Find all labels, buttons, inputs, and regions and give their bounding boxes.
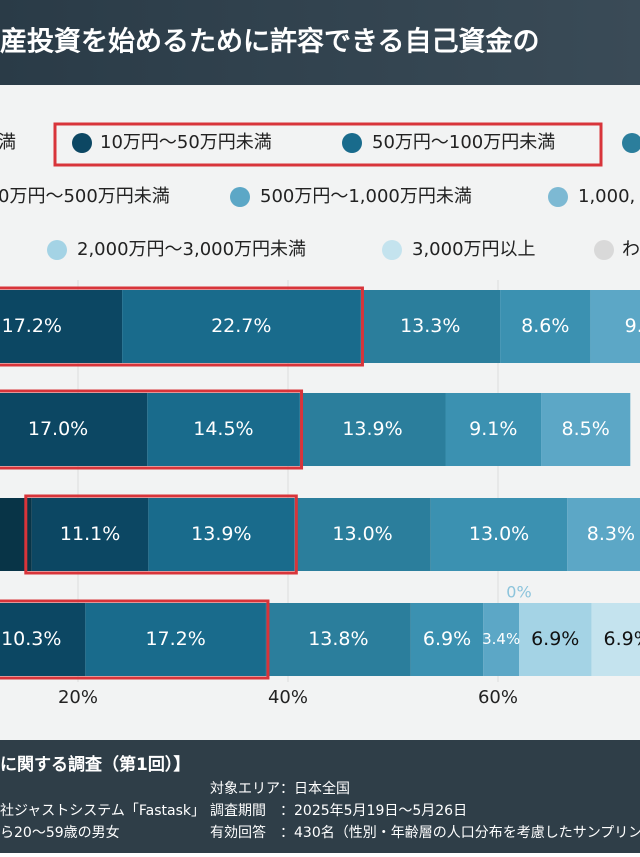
legend-label: 未満 [0,132,16,153]
bar-segment [410,603,484,676]
bar-segment [590,290,640,363]
legend-marker [47,240,67,260]
data-label: 6.9% [604,628,640,650]
data-label: 14.5% [193,418,253,440]
bar-segment [299,393,446,466]
bar-segment [0,290,123,363]
footer-note: に関する調査（第1回）】 [0,754,190,775]
x-tick-label: 60% [478,687,518,708]
legend-marker [342,133,362,153]
legend-label: 10万円～50万円未満 [100,132,272,153]
bar-segment [567,498,640,571]
data-label: 22.7% [211,315,271,337]
data-label: 8.6% [521,315,569,337]
x-tick-label: 40% [268,687,308,708]
legend-marker [548,187,568,207]
legend-label: 1,000, [578,186,635,207]
legend-label: わ [622,239,640,260]
data-label: 3.4% [482,630,520,648]
title-bar [0,0,640,85]
legend-marker [382,240,402,260]
bar-segment [31,498,149,571]
bar-segment [0,393,148,466]
legend-marker [622,133,640,153]
bar-segment [483,603,519,676]
bar-segment [591,603,640,676]
legend-marker [230,187,250,207]
data-label: 6.9% [531,628,579,650]
bar-segment [541,393,631,466]
bar-highlight [24,494,298,575]
data-label: 13.8% [308,628,368,650]
bar-highlight [0,389,304,470]
data-label: 8.3% [587,523,635,545]
data-label: 11.1% [60,523,120,545]
bar-segment [445,393,542,466]
chart-title: 産投資を始めるために許容できる自己資金の [0,26,539,58]
footer-note: 調査期間 ：2025年5月19日～5月26日 [210,803,467,819]
legend-label: 0万円～500万円未満 [0,186,170,207]
bar-segment [294,498,431,571]
footer-note: 対象エリア：日本全国 [210,780,350,797]
x-tick-label: 20% [58,687,98,708]
legend-label: 3,000万円以上 [412,239,536,260]
data-label: 0% [506,583,531,602]
data-label: 13.3% [400,315,460,337]
legend-highlight [53,122,603,167]
data-label: 17.0% [28,418,88,440]
data-label: 8.5% [562,418,610,440]
bar-highlight [0,286,364,367]
bar-highlight [0,599,270,680]
footer-note: 有効回答 ：430名（性別・年齢層の人口分布を考慮したサンプリング） [210,824,640,841]
data-label: 6.9% [423,628,471,650]
footer-note: ら20～59歳の男女 [0,824,120,841]
data-label: 13.0% [469,523,529,545]
data-label: 9.4 [625,315,640,337]
legend-label: 50万円～100万円未満 [372,132,555,153]
bar-segment [265,603,411,676]
bar-segment [122,290,361,363]
footer-bar [0,740,640,853]
data-label: 17.2% [145,628,205,650]
data-label: 13.0% [332,523,392,545]
data-label: 17.2% [2,315,62,337]
legend-label: 500万円～1,000万円未満 [260,186,472,207]
data-label: 9.1% [469,418,517,440]
bar-segment [85,603,266,676]
data-label: 13.9% [191,523,251,545]
bar-segment [519,603,592,676]
footer-note: 社ジャストシステム「Fastask」 [0,803,205,819]
legend-label: 2,000万円～3,000万円未満 [77,239,306,260]
bar-segment [360,290,501,363]
bar-segment [148,498,295,571]
bar-segment [147,393,300,466]
legend-marker [594,240,614,260]
data-label: 13.9% [342,418,402,440]
data-label: 10.3% [1,628,61,650]
bar-segment [0,603,86,676]
bar-segment [430,498,568,571]
legend-marker [72,133,92,153]
bar-segment [500,290,591,363]
